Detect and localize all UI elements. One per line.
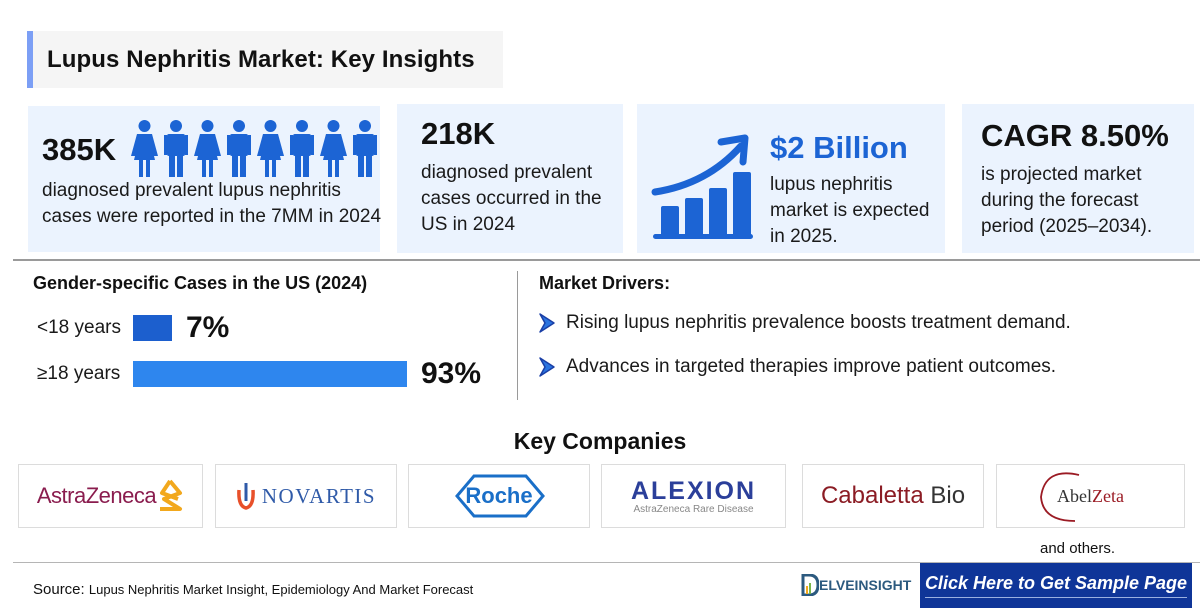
bar-label: ≥18 years — [37, 363, 121, 384]
companies-title: Key Companies — [513, 428, 687, 454]
title-box: Lupus Nephritis Market: Key Insights — [27, 31, 503, 88]
cabaletta-wordmark: Cabaletta Bio — [821, 482, 965, 510]
roche-wordmark: Roche — [465, 483, 533, 508]
bar-value: 93% — [421, 357, 482, 390]
vertical-divider — [517, 271, 518, 400]
source-note: Source: Lupus Nephritis Market Insight, … — [33, 581, 473, 598]
get-sample-page-button[interactable]: Click Here to Get Sample Page — [920, 563, 1192, 608]
driver-item: Advances in targeted therapies improve p… — [537, 356, 1056, 378]
cta-label: Click Here to Get Sample Page — [924, 573, 1188, 598]
stat-card-us-cases: 218K diagnosed prevalent cases occurred … — [397, 104, 623, 253]
stat-value: 218K — [421, 116, 496, 151]
page-title: Lupus Nephritis Market: Key Insights — [47, 45, 475, 73]
abelzeta-wordmark: AbelZeta — [1057, 486, 1124, 507]
astrazeneca-symbol-icon — [160, 479, 183, 511]
alexion-subtitle: AstraZeneca Rare Disease — [633, 503, 754, 515]
stat-value: CAGR 8.50% — [981, 118, 1169, 153]
chevron-right-icon — [539, 313, 555, 333]
bar-under-18 — [133, 315, 172, 341]
zeta-text: Zeta — [1092, 485, 1124, 506]
stat-description: diagnosed prevalent lupus nephritis case… — [42, 180, 382, 227]
astrazeneca-wordmark: AstraZeneca — [36, 483, 157, 508]
abelzeta-swirl-icon — [1040, 472, 1080, 522]
stat-card-cagr: CAGR 8.50% is projected market during th… — [962, 104, 1194, 253]
stat-description: lupus nephritis market is expected in 20… — [770, 174, 930, 247]
male-person-icon — [164, 120, 188, 177]
logo-novartis: NOVARTIS — [215, 464, 397, 528]
driver-item: Rising lupus nephritis prevalence boosts… — [537, 312, 1071, 334]
footer-divider — [13, 562, 1200, 563]
female-person-icon — [131, 120, 158, 177]
growth-chart-icon — [651, 134, 753, 239]
logo-roche: Roche — [408, 464, 590, 528]
stat-description: diagnosed prevalent cases occurred in th… — [421, 162, 602, 235]
delveinsight-wordmark: ELVEINSIGHT — [819, 577, 912, 593]
male-person-icon — [227, 120, 251, 177]
abel-text: Abel — [1057, 485, 1092, 506]
source-text: Lupus Nephritis Market Insight, Epidemio… — [88, 582, 474, 597]
male-person-icon — [290, 120, 314, 177]
driver-text: Advances in targeted therapies improve p… — [566, 356, 1057, 377]
people-icon-group — [130, 120, 377, 178]
logo-astrazeneca: AstraZeneca — [18, 464, 203, 528]
logo-abelzeta: AbelZeta — [996, 464, 1185, 528]
logo-cabaletta-bio: Cabaletta Bio — [802, 464, 984, 528]
section-divider — [13, 259, 1200, 261]
bar-value: 7% — [186, 311, 230, 344]
bar-label: <18 years — [37, 317, 121, 338]
roche-hexagon-icon — [455, 474, 545, 518]
others-note: and others. — [1040, 540, 1116, 557]
female-person-icon — [257, 120, 284, 177]
stat-description: is projected market during the forecast … — [981, 164, 1153, 237]
bar-18-plus — [133, 361, 407, 387]
cabaletta-text: Cabaletta — [820, 482, 924, 509]
stat-value: 385K — [42, 132, 117, 167]
bar-row-18-plus: ≥18 years 93% — [37, 357, 481, 391]
novartis-flame-icon — [237, 483, 255, 510]
novartis-wordmark: NOVARTIS — [261, 483, 377, 508]
gender-chart-title: Gender-specific Cases in the US (2024) — [33, 273, 368, 293]
bio-text: Bio — [930, 482, 966, 509]
logo-alexion: ALEXION AstraZeneca Rare Disease — [601, 464, 786, 528]
chevron-right-icon — [539, 357, 555, 377]
delveinsight-logo[interactable]: ELVEINSIGHT — [801, 574, 911, 596]
male-person-icon — [353, 120, 377, 177]
stat-value: $2 Billion — [770, 130, 908, 165]
alexion-wordmark: ALEXION — [630, 476, 757, 505]
stat-card-7mm-cases: 385K diagnosed prevalent lupus nephritis… — [28, 106, 382, 252]
female-person-icon — [320, 120, 347, 177]
driver-text: Rising lupus nephritis prevalence boosts… — [566, 312, 1071, 333]
delveinsight-d-icon — [801, 574, 819, 596]
stat-card-market-size: $2 Billion lupus nephritis market is exp… — [637, 104, 945, 253]
drivers-title: Market Drivers: — [539, 273, 671, 293]
female-person-icon — [194, 120, 221, 177]
bar-row-under-18: <18 years 7% — [37, 311, 229, 345]
source-label: Source: — [33, 581, 85, 598]
